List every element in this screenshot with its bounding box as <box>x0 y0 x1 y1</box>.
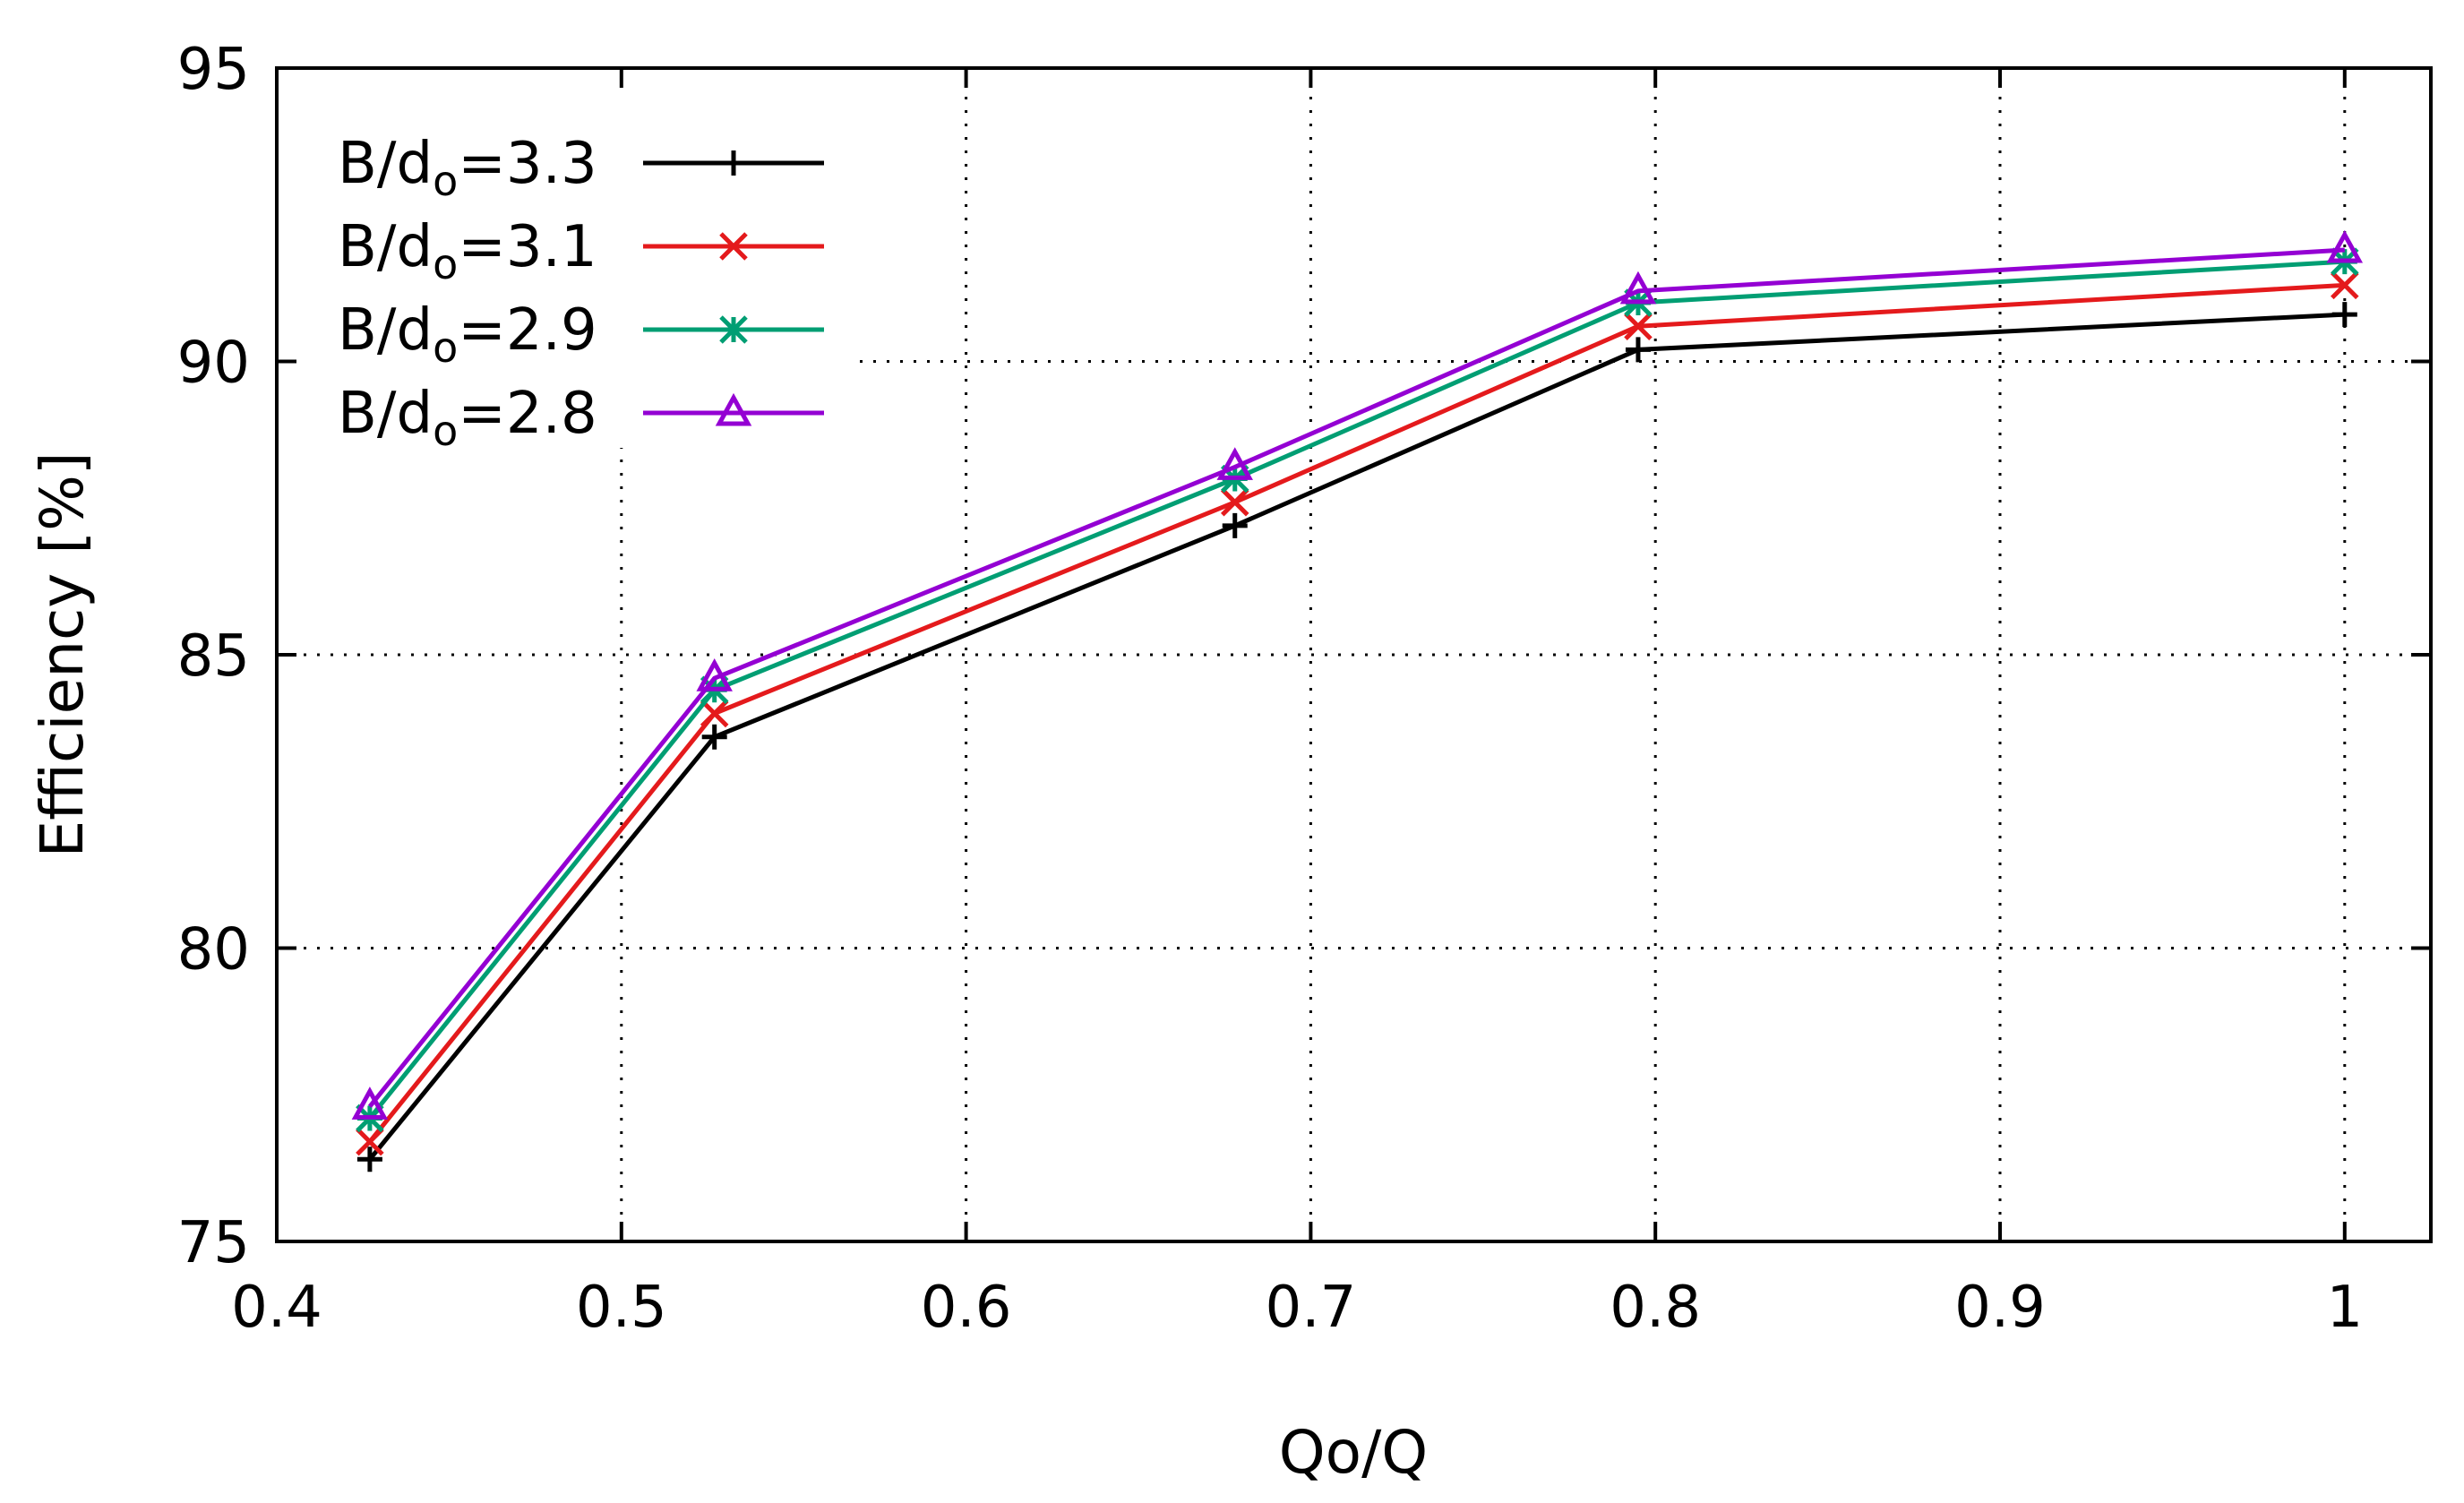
data-point <box>351 1086 389 1120</box>
data-point <box>1624 312 1653 340</box>
x-tick-label: 0.8 <box>1610 1275 1701 1341</box>
series-2 <box>356 271 2359 1156</box>
data-point <box>1619 271 1657 305</box>
y-tick-label: 90 <box>177 331 250 397</box>
legend-entry: B/do=2.9 <box>338 297 824 372</box>
data-point <box>700 699 729 728</box>
x-tick-label: 1 <box>2326 1275 2363 1341</box>
x-tick-label: 0.5 <box>576 1275 667 1341</box>
series-3 <box>356 247 2359 1133</box>
data-point <box>2331 271 2359 300</box>
data-point <box>2326 229 2364 263</box>
series-1 <box>356 302 2357 1172</box>
axis-ticks: 0.4 0.5 0.6 0.7 0.8 0.9 1 75 80 85 90 95 <box>177 37 2431 1341</box>
x-tick-label: 0.6 <box>921 1275 1012 1341</box>
data-point <box>1222 512 1248 538</box>
x-tick-label: 0.9 <box>1954 1275 2046 1341</box>
legend-label: B/do=3.1 <box>338 214 597 288</box>
y-tick-label: 80 <box>177 917 250 983</box>
legend-marker <box>715 392 752 426</box>
grid <box>277 68 2431 1241</box>
legend-marker <box>719 232 748 261</box>
y-axis-label: Efficiency [%] <box>28 451 97 857</box>
plot-series <box>351 229 2364 1172</box>
legend-label: B/do=2.9 <box>338 297 597 372</box>
series-line <box>367 259 2345 1121</box>
data-point <box>356 1147 382 1172</box>
legend-label: B/do=2.8 <box>338 381 597 455</box>
data-point <box>356 1127 384 1156</box>
data-point <box>1216 447 1253 480</box>
data-point <box>696 658 733 691</box>
legend-entry: B/do=3.1 <box>338 214 824 288</box>
legend-entry: B/do=3.3 <box>338 131 824 205</box>
x-axis-label: Qo/Q <box>1279 1418 1429 1487</box>
data-point <box>2331 302 2357 328</box>
data-point <box>1625 337 1651 363</box>
series-line <box>367 247 2345 1108</box>
legend-entry: B/do=2.8 <box>338 381 824 455</box>
legend-label: B/do=3.3 <box>338 131 597 205</box>
data-point <box>701 724 727 750</box>
legend: B/do=3.3 B/do=3.1 B/do=2.9 B/do=2.8 <box>338 131 824 455</box>
y-tick-label: 95 <box>177 37 250 103</box>
y-tick-label: 85 <box>177 623 250 690</box>
series-4 <box>351 229 2364 1120</box>
legend-marker <box>719 315 748 344</box>
y-tick-label: 75 <box>177 1210 250 1276</box>
x-tick-label: 0.4 <box>231 1275 322 1341</box>
data-point <box>1220 487 1249 517</box>
legend-marker <box>721 150 746 176</box>
x-tick-label: 0.7 <box>1266 1275 1357 1341</box>
